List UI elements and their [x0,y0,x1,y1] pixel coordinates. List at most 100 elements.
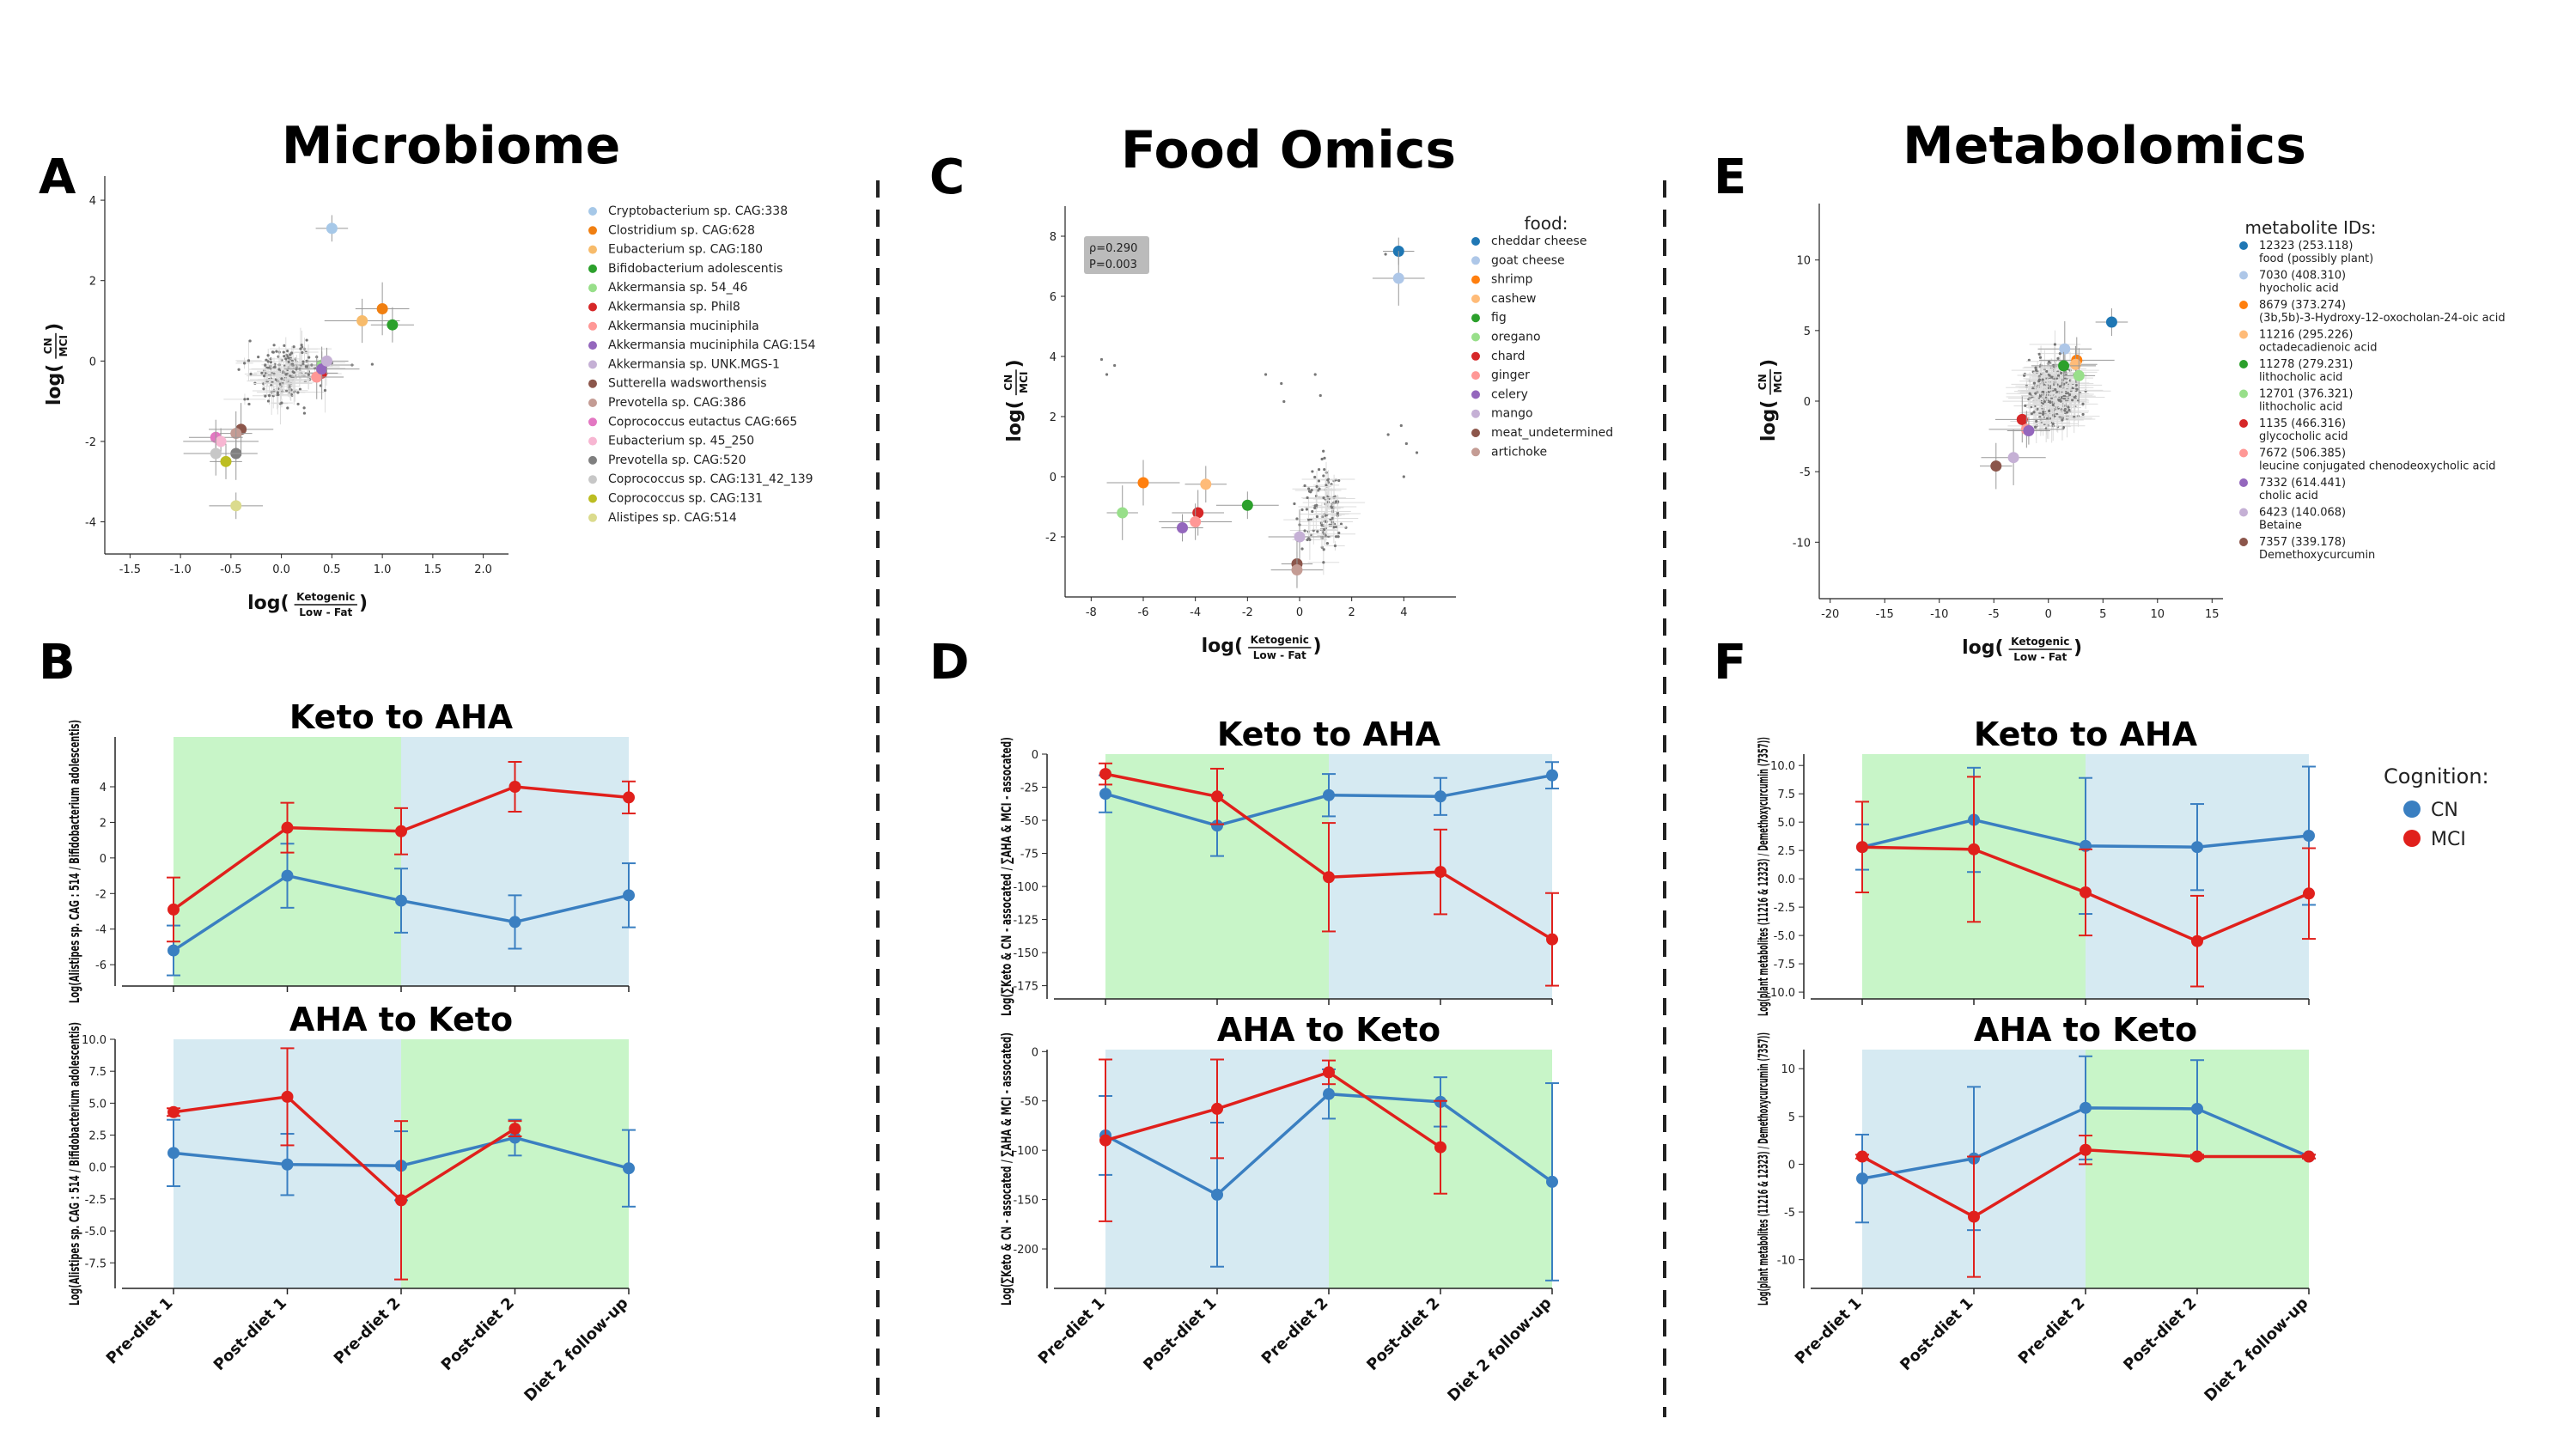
background-point [1311,509,1314,514]
x-category-label: Pre-diet 2 [331,1294,405,1368]
background-point [1307,487,1311,490]
highlight-point [1200,478,1212,490]
background-point [1334,535,1338,539]
background-point [242,362,247,365]
y-tick-label: -7.5 [85,1257,107,1270]
y-tick-label: 0.0 [1777,874,1795,886]
highlight-point [356,315,368,327]
background-point [1320,457,1324,461]
background-point [292,345,295,349]
legend-marker [1471,314,1480,323]
y-axis-label: Log(Alistipes sp. CAG : 514 / Bifidobact… [66,720,82,1003]
phase-band-blue [2197,754,2309,999]
panel-label-a: A [39,149,76,205]
background-point [248,339,252,343]
background-point [2030,411,2034,416]
background-point [285,350,289,353]
cognition-legend: Cognition: CN MCI [2384,764,2489,850]
phase-band-blue [1974,1050,2086,1288]
background-point [1303,529,1306,533]
lineplot-F-bottom: 10 5 0 -5 -10 AHA to Keto Pre-diet 1 Post-diet … [1755,1011,2316,1405]
axis-label-group: log(CN MCI) [42,323,70,405]
legend-title: metabolite IDs: [2245,217,2377,238]
legend-marker [2239,389,2248,399]
series-point-cn [1323,1087,1335,1100]
series-point-cn [1099,788,1111,801]
background-point [271,350,275,354]
axis-label-group: log(CN MCI) [1757,359,1784,441]
correlation-box [1084,236,1149,274]
highlight-point [2105,316,2117,328]
legend-sublabel: octadecadienoic acid [2259,342,2377,355]
highlight-point [326,222,338,234]
y-axis-label: Log(∑Keto & CN - assocated / ∑AHA & MCI … [998,737,1014,1016]
legend-label: 12701 (376.321) [2259,388,2353,401]
legend-marker [588,264,597,273]
axis-label-suffix: ) [1312,636,1321,657]
y-tick-label: 0 [1788,1159,1795,1172]
x-tick-label: -10 [1930,608,1948,621]
cognition-legend-mci-label: MCI [2431,829,2466,850]
legend-marker [2239,448,2248,458]
axis-label-prefix: log( [1202,636,1243,657]
x-tick-label: 2 [1349,606,1355,619]
highlight-point [316,363,328,375]
highlight-point [1137,477,1149,489]
background-point [273,365,277,368]
x-category-label: Pre-diet 1 [1035,1294,1109,1368]
background-point [284,357,288,361]
legend-label: mango [1491,407,1533,421]
axis-label-group: log(Ketogenic Low - Fat) [247,591,368,618]
legend-label: meat_undetermined [1491,426,1613,440]
series-point-mci [1434,1141,1446,1154]
background-point [1317,468,1321,472]
legend-marker [588,302,597,312]
background-point [2024,404,2027,408]
background-point [2058,351,2061,356]
y-tick-label: -10.0 [1766,987,1795,1000]
background-point [2050,375,2054,379]
series-point-cn [2191,841,2203,854]
background-point [249,372,253,376]
background-point [1315,484,1318,489]
y-tick-label: 10 [1781,1063,1795,1076]
background-point [323,388,327,393]
background-point [2081,402,2085,406]
series-point-cn [395,894,407,907]
legend-label: Akkermansia muciniphila CAG:154 [608,338,816,352]
legend-label: fig [1491,311,1507,325]
background-point [2065,392,2068,395]
axis-label-suffix: ) [2074,637,2082,659]
highlight-point [1177,522,1188,533]
background-point [2041,378,2044,381]
legend-label: 12323 (253.118) [2259,240,2353,253]
x-tick-label: 15 [2205,608,2220,621]
background-point [1325,484,1328,487]
series-point-mci [167,903,180,916]
background-point [2051,403,2055,407]
background-point [1322,449,1325,453]
background-point [287,360,290,363]
y-tick-label: 0.0 [88,1162,107,1175]
background-point [2051,422,2055,425]
background-point [289,353,292,356]
legend-marker [588,321,597,331]
highlight-point [2059,343,2071,355]
y-tick-label: -25 [1020,782,1038,795]
legend-marker [588,399,597,407]
x-tick-label: -8 [1086,606,1097,619]
y-tick-label: 10 [1796,255,1811,268]
section-title-metabolomics: Metabolomics [1903,116,2306,176]
series-line-mci [1105,1070,1441,1149]
background-point [2039,373,2043,376]
background-point [1318,487,1321,490]
background-point [1323,528,1326,532]
y-tick-label: -100 [1013,881,1038,894]
scatter-legend-C: food:cheddar cheese goat cheese shrimp cash… [1471,213,1613,459]
y-tick-label: -4 [85,517,96,530]
series-point-mci [167,1105,180,1118]
background-point [1334,500,1338,503]
subplot-title: AHA to Keto [1217,1011,1440,1049]
background-point [1313,506,1317,510]
